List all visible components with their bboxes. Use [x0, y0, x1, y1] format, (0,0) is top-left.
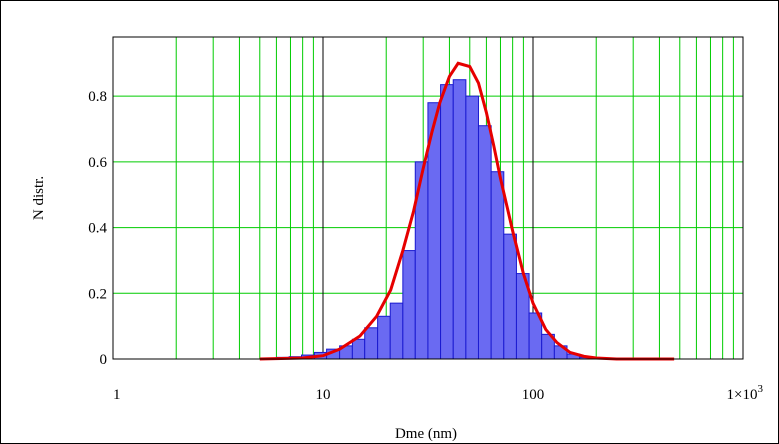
y-tick-label: 0.6: [88, 155, 107, 171]
histogram-bar: [364, 327, 379, 360]
histogram-bar: [465, 95, 479, 360]
histogram-bar: [477, 125, 492, 360]
plot-area-border: [112, 36, 744, 360]
x-tick-exponent: 3: [758, 383, 764, 395]
y-tick-label: 0.2: [88, 286, 107, 302]
x-axis-title: Dme (nm): [395, 426, 457, 442]
histogram-bar: [503, 233, 517, 360]
y-tick-label: 0.8: [88, 89, 107, 105]
histogram-bar: [402, 250, 416, 360]
histogram-bar: [490, 171, 505, 360]
histogram-bar: [452, 79, 467, 360]
fit-curve-line: [259, 61, 675, 361]
y-axis-ticks: 0 0.2 0.4 0.6 0.8: [88, 89, 107, 368]
x-tick-label: 1: [113, 387, 121, 403]
x-tick-label: 1×103: [727, 383, 764, 403]
histogram-bar: [377, 315, 391, 360]
x-axis-ticks: 1 10 100 1×103: [113, 383, 764, 403]
histogram-bar: [351, 338, 366, 360]
x-tick-label: 100: [522, 387, 545, 403]
y-tick-label: 0: [100, 352, 108, 368]
histogram-bar: [389, 302, 404, 360]
x-tick-label: 10: [316, 387, 331, 403]
y-axis-title: N distr.: [31, 176, 47, 220]
histogram-bar: [440, 84, 454, 360]
y-tick-label: 0.4: [88, 221, 107, 237]
